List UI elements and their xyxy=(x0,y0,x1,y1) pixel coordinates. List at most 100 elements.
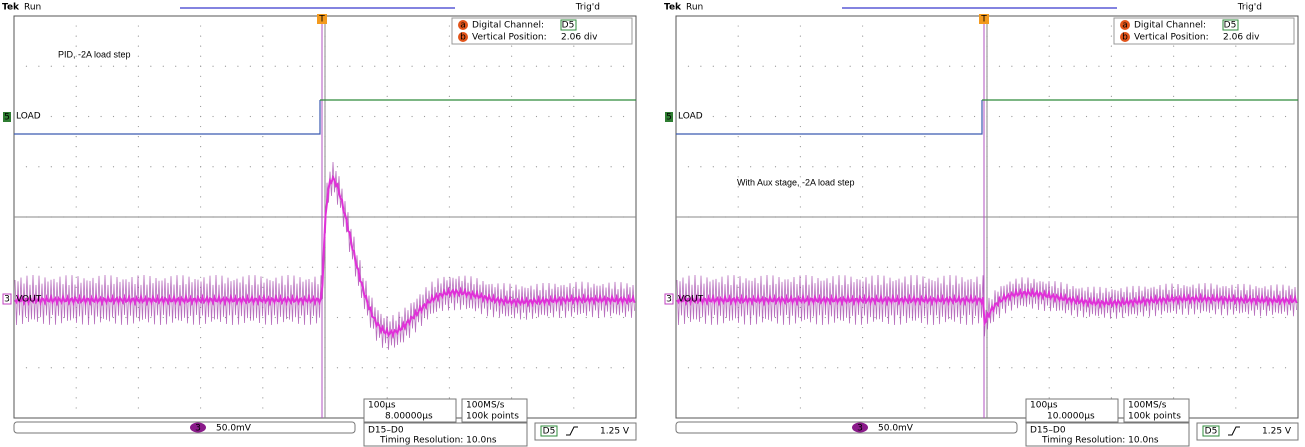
grid-dot xyxy=(137,246,139,248)
grid-dot xyxy=(812,166,814,168)
grid-dot xyxy=(262,156,264,158)
grid-dot xyxy=(573,75,575,77)
grid-dot xyxy=(1110,45,1112,47)
grid-dot xyxy=(1011,65,1013,67)
grid-dot xyxy=(448,377,450,379)
grid-dot xyxy=(573,176,575,178)
grid-dot xyxy=(1048,337,1050,339)
grid-dot xyxy=(125,115,127,118)
grid-dot xyxy=(712,266,714,268)
grid-dot xyxy=(799,196,801,198)
grid-dot xyxy=(573,105,575,108)
grid-dot xyxy=(1235,206,1237,208)
grid-dot xyxy=(436,115,438,118)
grid-dot xyxy=(162,266,164,268)
grid-dot xyxy=(486,166,488,168)
grid-dot xyxy=(75,246,77,248)
grid-dot xyxy=(249,166,251,168)
grid-dot xyxy=(200,125,202,128)
grid-dot xyxy=(1235,377,1237,379)
grid-dot xyxy=(461,115,463,118)
grid-dot xyxy=(200,115,202,118)
grid-dot xyxy=(349,65,351,67)
grid-dot xyxy=(498,367,500,369)
grid-dot xyxy=(560,316,562,319)
grid-dot xyxy=(924,357,926,359)
grid-dot xyxy=(862,236,864,238)
grid-dot xyxy=(262,236,264,238)
grid-dot xyxy=(762,266,764,268)
grid-dot xyxy=(1148,166,1150,168)
grid-dot xyxy=(75,337,77,339)
grid-dot xyxy=(886,266,889,268)
grid-dot xyxy=(162,367,164,369)
grid-dot xyxy=(262,125,264,128)
grid-dot xyxy=(386,367,388,369)
trigger-marker-box xyxy=(317,14,327,24)
grid-dot xyxy=(1235,367,1237,369)
grid-dot xyxy=(448,337,450,339)
grid-dot xyxy=(112,316,115,319)
info-box xyxy=(451,17,633,45)
grid-dot xyxy=(837,65,839,67)
grid-dot xyxy=(924,337,926,339)
grid-dot xyxy=(448,75,450,77)
grid-dot xyxy=(1173,176,1175,178)
grid-dot xyxy=(737,407,739,409)
trigger-level: 1.25 V xyxy=(1262,427,1292,437)
grid-dot xyxy=(212,115,214,118)
grid-dot xyxy=(262,105,264,108)
grid-dot xyxy=(560,367,562,369)
grid-dot xyxy=(936,316,938,319)
grid-dot xyxy=(75,85,77,87)
grid-dot xyxy=(374,115,376,118)
grid-dot xyxy=(573,125,575,128)
grid-dot xyxy=(622,367,625,369)
grid-dot xyxy=(573,166,575,168)
grid-dot xyxy=(88,65,90,67)
grid-dot xyxy=(1173,226,1175,228)
scale-channel-badge xyxy=(190,422,206,433)
grid-dot xyxy=(899,166,901,168)
grid-dot xyxy=(486,316,488,319)
timebase-box xyxy=(1025,398,1119,423)
grid-dot xyxy=(1110,387,1112,389)
grid-dot xyxy=(949,316,951,319)
grid-dot xyxy=(137,266,139,268)
grid-dot xyxy=(224,115,227,118)
grid-dot xyxy=(511,357,513,359)
grid-dot xyxy=(1023,316,1025,319)
vout-label: VOUT xyxy=(16,295,42,305)
grid-dot xyxy=(200,337,202,339)
marker-dot xyxy=(458,20,468,30)
grid-dot xyxy=(224,367,227,369)
grid-dot xyxy=(1110,65,1112,67)
grid-dot xyxy=(249,266,251,268)
grid-dot xyxy=(473,266,475,268)
info-label: Vertical Position: xyxy=(1134,33,1209,43)
grid-dot xyxy=(448,306,450,309)
grid-dot xyxy=(799,226,801,228)
grid-dot xyxy=(1235,236,1237,238)
grid-dot xyxy=(1235,226,1237,228)
grid-dot xyxy=(150,367,152,369)
grid-dot xyxy=(799,357,801,359)
grid-dot xyxy=(436,367,438,369)
grid-dot xyxy=(998,266,1001,268)
grid-dot xyxy=(1036,367,1038,369)
grid-dot xyxy=(1284,316,1287,319)
grid-dot xyxy=(899,266,901,268)
grid-dot xyxy=(1085,266,1088,268)
grid-dot xyxy=(911,65,913,67)
grid-dot xyxy=(750,367,752,369)
grid-dot xyxy=(399,115,401,118)
grid-dot xyxy=(1110,206,1112,208)
grid-dot xyxy=(725,115,727,118)
grid-dot xyxy=(1135,65,1137,67)
grid-dot xyxy=(137,236,139,238)
grid-dot xyxy=(573,236,575,238)
grid-dot xyxy=(1284,266,1287,268)
grid-dot xyxy=(1110,226,1112,228)
grid-dot xyxy=(187,115,189,118)
grid-dot xyxy=(299,367,301,369)
